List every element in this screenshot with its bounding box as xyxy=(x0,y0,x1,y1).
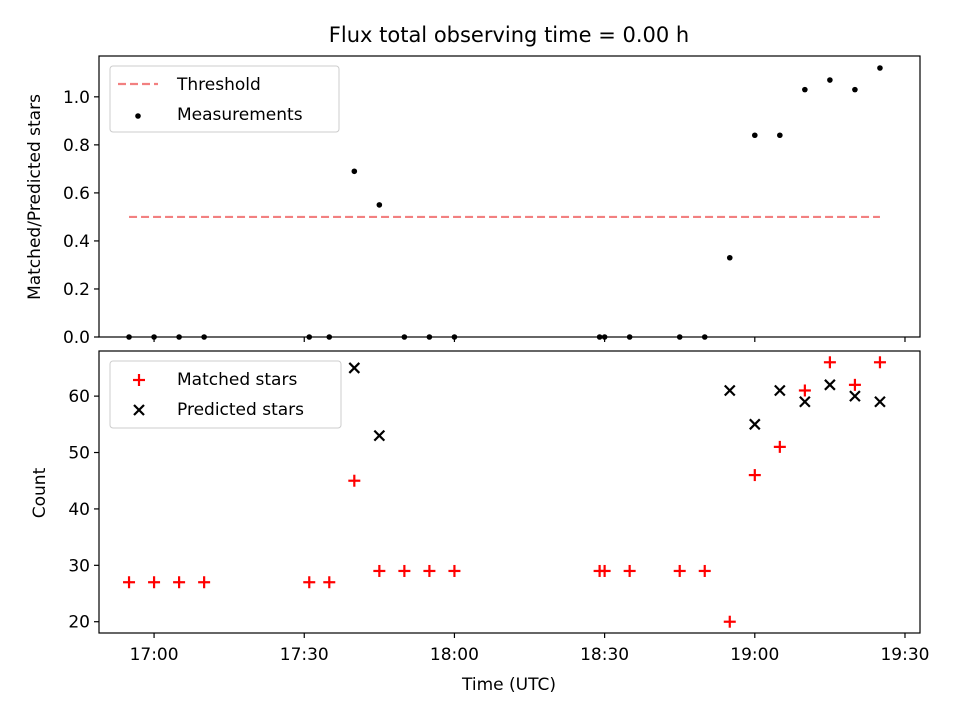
predicted-star-point xyxy=(749,418,761,431)
x-tick-label: 19:30 xyxy=(880,645,929,665)
bottom-y-tick-label: 20 xyxy=(68,613,90,633)
matched-star-point xyxy=(623,564,636,577)
matched-star-point xyxy=(848,378,861,391)
legend-matched-swatch xyxy=(133,374,145,386)
measurement-point xyxy=(351,168,358,175)
measurement-point xyxy=(726,254,733,261)
matched-star-point xyxy=(148,576,161,589)
matched-star-point xyxy=(698,564,711,577)
measurement-point xyxy=(751,132,758,139)
x-tick-label: 19:00 xyxy=(730,645,779,665)
top-ylabel: Matched/Predicted stars xyxy=(25,94,45,300)
measurement-point xyxy=(852,86,858,93)
legend-measurements-label: Measurements xyxy=(177,105,303,125)
matched-star-point xyxy=(123,576,136,589)
matched-star-point xyxy=(303,576,316,589)
matched-star-point xyxy=(323,576,336,589)
predicted-star-point xyxy=(774,384,786,397)
matched-star-point xyxy=(773,440,786,453)
predicted-star-point xyxy=(849,390,861,402)
bottom-legend-box xyxy=(109,360,342,429)
matched-star-point xyxy=(748,469,761,482)
legend-predicted-swatch xyxy=(133,404,145,416)
bottom-ylabel: Count xyxy=(30,467,50,518)
bottom-y-tick-label: 60 xyxy=(68,387,90,407)
legend-matched-label: Matched stars xyxy=(177,370,297,390)
bottom-plot-area xyxy=(123,356,886,628)
measurement-point xyxy=(376,202,383,208)
legend-measurements-swatch xyxy=(135,113,141,119)
matched-star-point xyxy=(373,564,386,577)
x-tick-label: 18:00 xyxy=(430,645,479,665)
top-ticks: 0.0 0.2 0.4 0.6 0.8 1.0 xyxy=(63,88,906,348)
predicted-star-point xyxy=(348,362,361,374)
top-legend: Threshold Measurements xyxy=(109,65,340,133)
top-y-tick-label: 1.0 xyxy=(63,88,90,108)
bottom-xlabel: Time (UTC) xyxy=(461,675,556,695)
bottom-axes-frame xyxy=(98,350,921,634)
matched-star-point xyxy=(173,576,186,589)
matched-star-point xyxy=(723,615,736,628)
top-panel: Flux total observing time = 0.00 h Match… xyxy=(25,23,921,348)
bottom-legend: Matched stars Predicted stars xyxy=(109,360,342,429)
bottom-panel: Count Time (UTC) 17:00 17:30 18:00 18:30 19:… xyxy=(30,350,929,695)
matched-star-point xyxy=(448,564,461,577)
predicted-star-point xyxy=(799,395,811,408)
matched-star-point xyxy=(598,564,611,577)
matched-star-point xyxy=(823,356,836,369)
x-tick-label: 18:30 xyxy=(580,645,629,665)
top-y-tick-label: 0.4 xyxy=(63,232,90,252)
predicted-star-point xyxy=(723,384,736,397)
legend-threshold-label: Threshold xyxy=(176,75,261,95)
top-axes-frame xyxy=(98,55,921,338)
top-legend-box xyxy=(109,65,340,133)
bottom-ticks: 17:00 17:30 18:00 18:30 19:00 19:30 20 30 40 50 60 xyxy=(68,387,929,665)
predicted-star-point xyxy=(824,379,836,391)
measurement-point xyxy=(877,65,883,71)
top-y-tick-label: 0.0 xyxy=(63,328,90,348)
matched-star-point xyxy=(798,384,811,397)
matched-star-point xyxy=(398,564,411,577)
bottom-y-tick-label: 40 xyxy=(68,500,90,520)
measurement-point xyxy=(827,77,833,83)
predicted-star-point xyxy=(874,395,886,408)
matched-star-point xyxy=(198,576,211,589)
x-tick-label: 17:00 xyxy=(130,645,179,665)
matched-star-point xyxy=(423,564,436,577)
legend-predicted-label: Predicted stars xyxy=(177,400,304,420)
bottom-y-tick-label: 30 xyxy=(68,556,90,576)
top-y-tick-label: 0.2 xyxy=(63,280,90,300)
top-title: Flux total observing time = 0.00 h xyxy=(329,23,689,47)
x-tick-label: 17:30 xyxy=(280,645,329,665)
measurement-point xyxy=(802,86,808,93)
bottom-y-tick-label: 50 xyxy=(68,444,90,464)
predicted-star-point xyxy=(373,429,386,442)
top-y-tick-label: 0.8 xyxy=(63,136,90,156)
matched-star-point xyxy=(873,356,886,369)
top-y-tick-label: 0.6 xyxy=(63,184,90,204)
measurement-point xyxy=(777,132,783,139)
matched-star-point xyxy=(348,474,361,487)
matched-star-point xyxy=(673,564,686,577)
